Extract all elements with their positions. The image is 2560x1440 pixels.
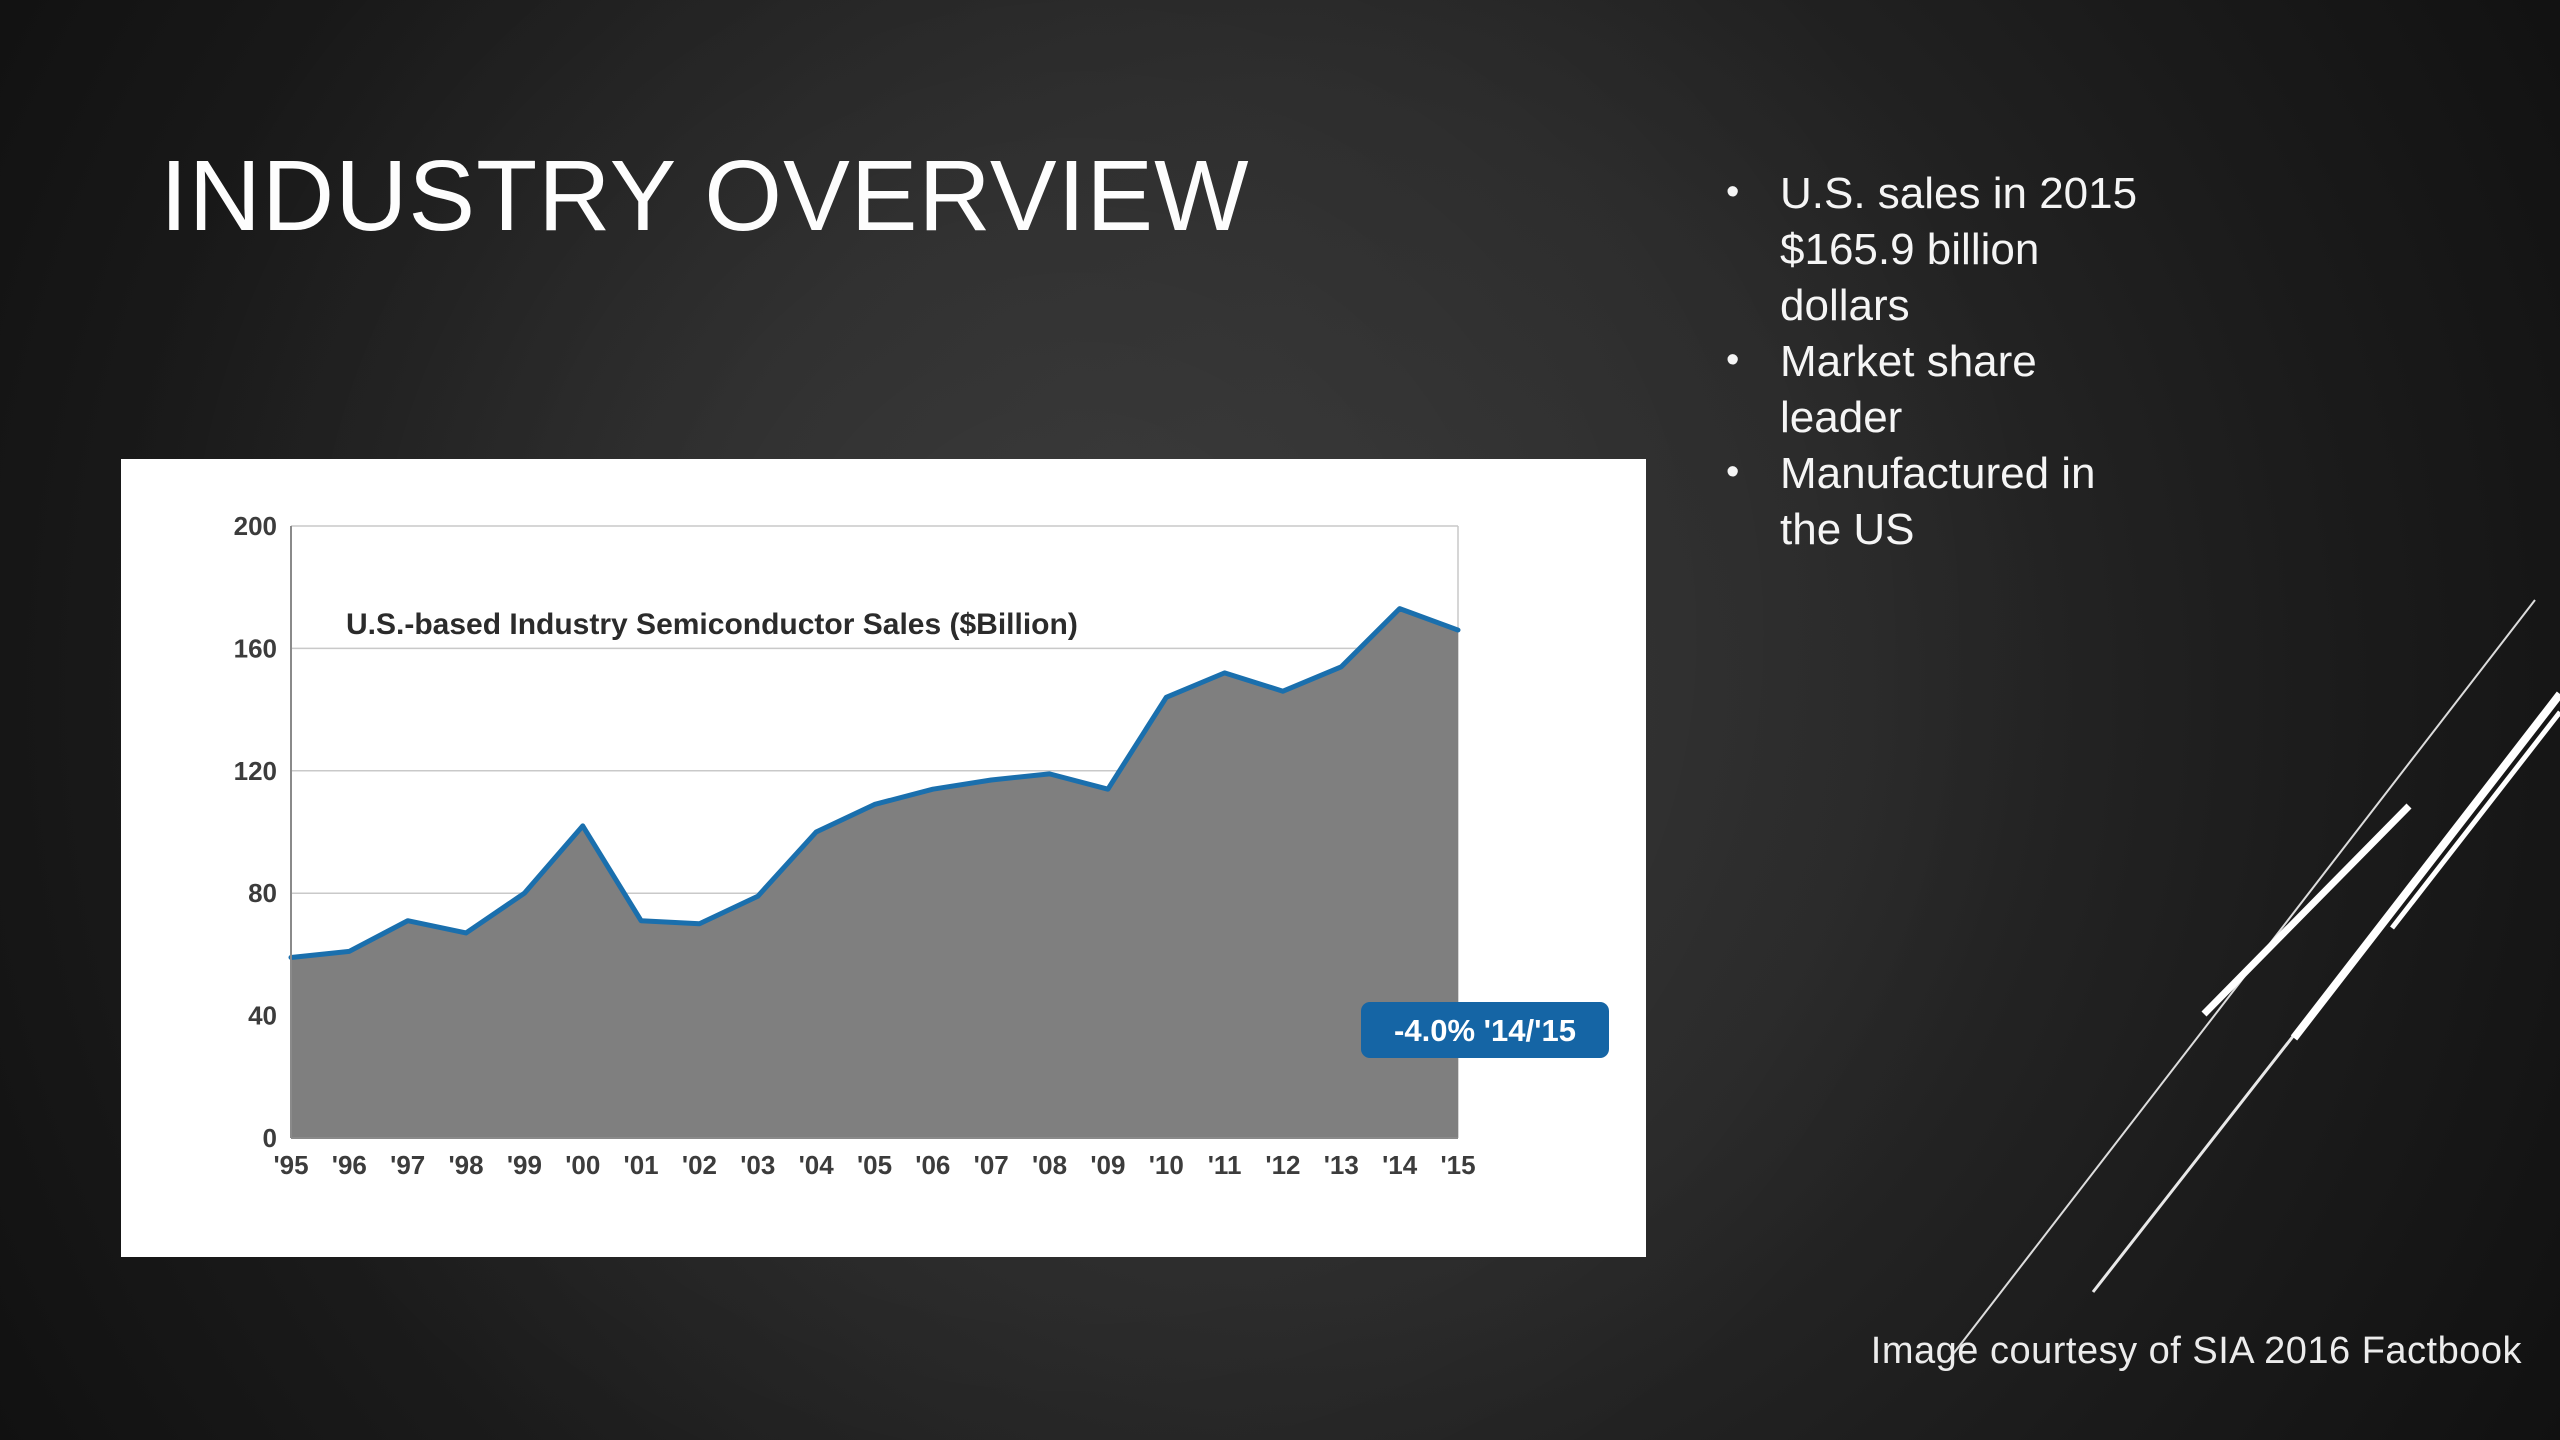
- list-item: • U.S. sales in 2015 $165.9 billion doll…: [1716, 166, 2186, 334]
- svg-text:'96: '96: [332, 1150, 367, 1180]
- image-credit-caption: Image courtesy of SIA 2016 Factbook: [1870, 1330, 2522, 1372]
- bullet-icon: •: [1726, 339, 1740, 381]
- svg-text:'05: '05: [857, 1150, 892, 1180]
- svg-text:'00: '00: [565, 1150, 600, 1180]
- chart-image: 0 40 80 120 160 200 '95 '96 '97 '98 '99 '00 '01 '02 '0…: [121, 459, 1646, 1257]
- svg-text:'09: '09: [1090, 1150, 1125, 1180]
- list-item: • Manufactured in the US: [1716, 446, 2186, 558]
- svg-text:'10: '10: [1149, 1150, 1184, 1180]
- semiconductor-sales-area-chart: 0 40 80 120 160 200 '95 '96 '97 '98 '99 '00 '01 '02 '0…: [234, 511, 1609, 1180]
- svg-text:'08: '08: [1032, 1150, 1067, 1180]
- svg-text:'06: '06: [915, 1150, 950, 1180]
- bullet-text: Market share leader: [1780, 337, 2037, 442]
- bullet-icon: •: [1726, 171, 1740, 213]
- bullet-icon: •: [1726, 451, 1740, 493]
- svg-text:'13: '13: [1324, 1150, 1359, 1180]
- svg-text:U.S.-based Industry Semiconduc: U.S.-based Industry Semiconductor Sales …: [346, 608, 1078, 641]
- svg-text:'04: '04: [799, 1150, 835, 1180]
- svg-text:'97: '97: [390, 1150, 425, 1180]
- svg-text:0: 0: [263, 1123, 277, 1153]
- svg-text:'01: '01: [624, 1150, 659, 1180]
- bullet-text: Manufactured in the US: [1780, 449, 2096, 554]
- svg-text:'14: '14: [1382, 1150, 1418, 1180]
- svg-text:80: 80: [248, 878, 277, 908]
- svg-text:120: 120: [234, 756, 277, 786]
- svg-text:'07: '07: [974, 1150, 1009, 1180]
- svg-text:'03: '03: [740, 1150, 775, 1180]
- svg-text:'95: '95: [273, 1150, 308, 1180]
- svg-text:'99: '99: [507, 1150, 542, 1180]
- svg-text:160: 160: [234, 633, 277, 663]
- svg-text:-4.0% '14/'15: -4.0% '14/'15: [1394, 1013, 1576, 1048]
- svg-text:'02: '02: [682, 1150, 717, 1180]
- svg-text:'15: '15: [1440, 1150, 1475, 1180]
- bullet-text: U.S. sales in 2015 $165.9 billion dollar…: [1780, 169, 2138, 330]
- svg-text:'98: '98: [448, 1150, 483, 1180]
- svg-text:200: 200: [234, 511, 277, 541]
- svg-text:'12: '12: [1265, 1150, 1300, 1180]
- svg-text:'11: '11: [1208, 1150, 1242, 1180]
- svg-text:40: 40: [248, 1001, 277, 1031]
- list-item: • Market share leader: [1716, 334, 2186, 446]
- page-title: INDUSTRY OVERVIEW: [160, 140, 1250, 252]
- bullet-list: • U.S. sales in 2015 $165.9 billion doll…: [1716, 166, 2186, 558]
